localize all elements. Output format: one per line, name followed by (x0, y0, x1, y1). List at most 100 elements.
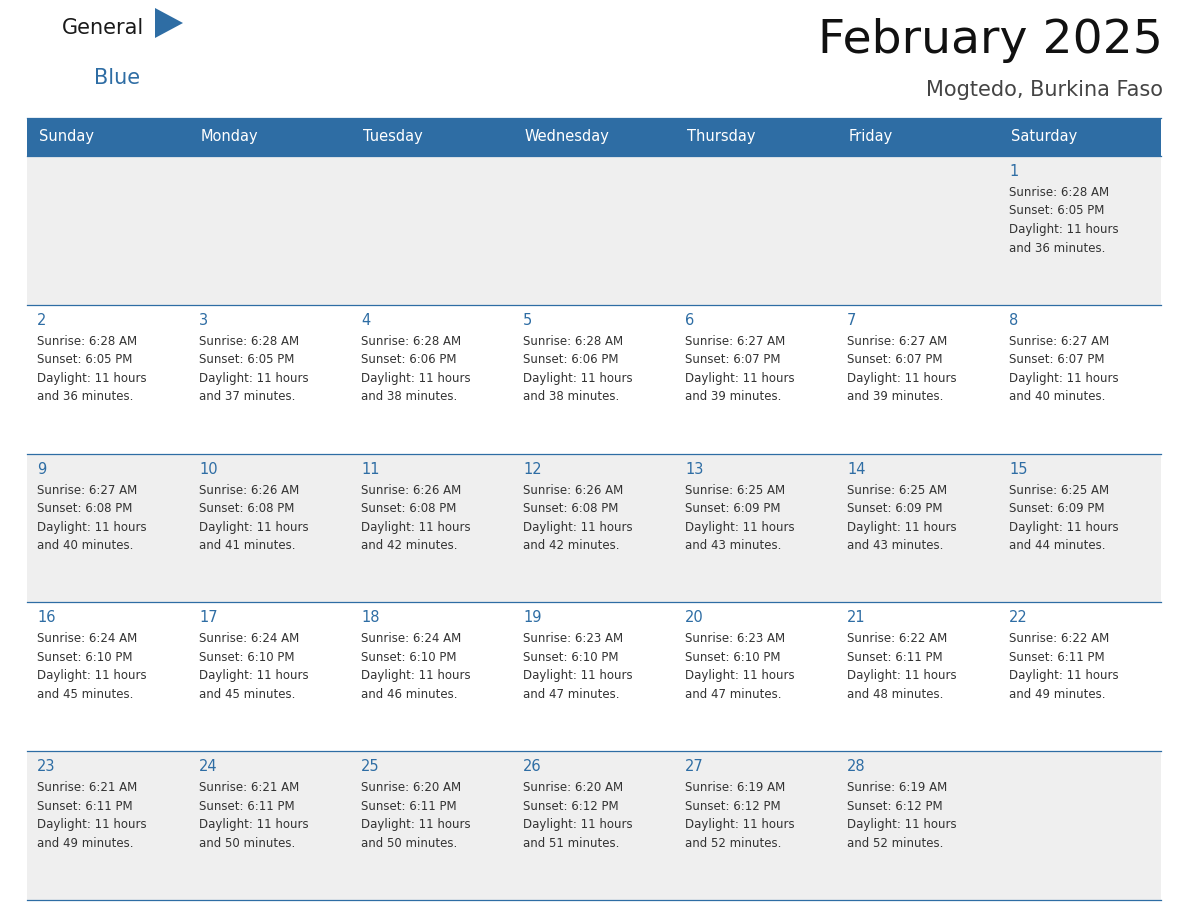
Bar (838, 156, 999, 305)
Bar (675, 602, 838, 751)
Text: Daylight: 11 hours: Daylight: 11 hours (361, 818, 470, 831)
Text: Sunset: 6:12 PM: Sunset: 6:12 PM (685, 800, 781, 812)
Text: Sunset: 6:11 PM: Sunset: 6:11 PM (1009, 651, 1105, 664)
Bar (189, 305, 350, 453)
Text: and 37 minutes.: and 37 minutes. (200, 390, 296, 403)
Bar (675, 751, 838, 900)
Text: Sunset: 6:05 PM: Sunset: 6:05 PM (37, 353, 132, 366)
Bar (999, 453, 1161, 602)
Bar (350, 305, 513, 453)
Text: and 36 minutes.: and 36 minutes. (37, 390, 133, 403)
Text: Sunset: 6:11 PM: Sunset: 6:11 PM (847, 651, 942, 664)
Text: Daylight: 11 hours: Daylight: 11 hours (685, 669, 795, 682)
Text: Tuesday: Tuesday (364, 129, 423, 144)
Text: Sunset: 6:12 PM: Sunset: 6:12 PM (523, 800, 619, 812)
Text: Mogtedo, Burkina Faso: Mogtedo, Burkina Faso (925, 80, 1163, 100)
Text: Sunset: 6:10 PM: Sunset: 6:10 PM (200, 651, 295, 664)
Text: and 49 minutes.: and 49 minutes. (1009, 688, 1106, 701)
Text: Daylight: 11 hours: Daylight: 11 hours (1009, 223, 1119, 236)
Text: 9: 9 (37, 462, 46, 476)
Bar (675, 305, 838, 453)
Text: 19: 19 (523, 610, 542, 625)
Bar (675, 156, 838, 305)
Text: Sunset: 6:09 PM: Sunset: 6:09 PM (685, 502, 781, 515)
Text: and 41 minutes.: and 41 minutes. (200, 539, 296, 552)
Text: Sunrise: 6:25 AM: Sunrise: 6:25 AM (847, 484, 947, 497)
Polygon shape (154, 8, 183, 38)
Text: Daylight: 11 hours: Daylight: 11 hours (685, 521, 795, 533)
Text: 15: 15 (1009, 462, 1028, 476)
Bar (350, 453, 513, 602)
Text: Sunrise: 6:22 AM: Sunrise: 6:22 AM (1009, 633, 1110, 645)
Text: and 42 minutes.: and 42 minutes. (361, 539, 457, 552)
Text: Sunrise: 6:19 AM: Sunrise: 6:19 AM (685, 781, 785, 794)
Text: Daylight: 11 hours: Daylight: 11 hours (685, 372, 795, 385)
Text: Daylight: 11 hours: Daylight: 11 hours (200, 669, 309, 682)
Text: Sunset: 6:06 PM: Sunset: 6:06 PM (361, 353, 456, 366)
Text: 21: 21 (847, 610, 866, 625)
Text: Sunrise: 6:23 AM: Sunrise: 6:23 AM (685, 633, 785, 645)
Bar (350, 751, 513, 900)
Text: Monday: Monday (201, 129, 259, 144)
Bar (189, 453, 350, 602)
Text: Wednesday: Wednesday (525, 129, 609, 144)
Text: and 50 minutes.: and 50 minutes. (361, 836, 457, 850)
Text: Daylight: 11 hours: Daylight: 11 hours (1009, 521, 1119, 533)
Text: Sunset: 6:07 PM: Sunset: 6:07 PM (847, 353, 942, 366)
Bar (350, 602, 513, 751)
Text: Sunrise: 6:26 AM: Sunrise: 6:26 AM (523, 484, 624, 497)
Text: Sunrise: 6:22 AM: Sunrise: 6:22 AM (847, 633, 947, 645)
Text: and 46 minutes.: and 46 minutes. (361, 688, 457, 701)
Text: and 50 minutes.: and 50 minutes. (200, 836, 296, 850)
Text: 20: 20 (685, 610, 703, 625)
Text: Daylight: 11 hours: Daylight: 11 hours (523, 818, 633, 831)
Text: and 52 minutes.: and 52 minutes. (847, 836, 943, 850)
Text: Daylight: 11 hours: Daylight: 11 hours (1009, 669, 1119, 682)
Text: Sunday: Sunday (39, 129, 94, 144)
Text: and 42 minutes.: and 42 minutes. (523, 539, 619, 552)
Text: Daylight: 11 hours: Daylight: 11 hours (523, 669, 633, 682)
Text: 7: 7 (847, 313, 857, 328)
Text: and 43 minutes.: and 43 minutes. (847, 539, 943, 552)
Bar (27, 453, 189, 602)
Bar (838, 751, 999, 900)
Text: Sunset: 6:08 PM: Sunset: 6:08 PM (523, 502, 619, 515)
Text: Sunrise: 6:28 AM: Sunrise: 6:28 AM (361, 335, 461, 348)
Text: Sunrise: 6:24 AM: Sunrise: 6:24 AM (361, 633, 461, 645)
Text: and 36 minutes.: and 36 minutes. (1009, 241, 1105, 254)
Text: General: General (62, 18, 144, 38)
Text: Thursday: Thursday (687, 129, 756, 144)
Text: Sunset: 6:05 PM: Sunset: 6:05 PM (1009, 205, 1105, 218)
Text: Daylight: 11 hours: Daylight: 11 hours (361, 669, 470, 682)
Text: Sunrise: 6:23 AM: Sunrise: 6:23 AM (523, 633, 624, 645)
Text: Sunrise: 6:28 AM: Sunrise: 6:28 AM (1009, 186, 1110, 199)
Text: Daylight: 11 hours: Daylight: 11 hours (200, 521, 309, 533)
Text: Sunrise: 6:27 AM: Sunrise: 6:27 AM (1009, 335, 1110, 348)
Bar (999, 305, 1161, 453)
Bar (350, 156, 513, 305)
Text: Daylight: 11 hours: Daylight: 11 hours (361, 521, 470, 533)
Text: Sunset: 6:08 PM: Sunset: 6:08 PM (200, 502, 295, 515)
Text: 8: 8 (1009, 313, 1018, 328)
Bar (189, 751, 350, 900)
Text: Daylight: 11 hours: Daylight: 11 hours (361, 372, 470, 385)
Text: Sunrise: 6:20 AM: Sunrise: 6:20 AM (361, 781, 461, 794)
Text: Daylight: 11 hours: Daylight: 11 hours (37, 818, 146, 831)
Text: 1: 1 (1009, 164, 1018, 179)
Text: Daylight: 11 hours: Daylight: 11 hours (685, 818, 795, 831)
Text: 11: 11 (361, 462, 379, 476)
Text: 12: 12 (523, 462, 542, 476)
Text: 10: 10 (200, 462, 217, 476)
Text: Daylight: 11 hours: Daylight: 11 hours (37, 521, 146, 533)
Text: Sunrise: 6:25 AM: Sunrise: 6:25 AM (1009, 484, 1110, 497)
Bar (513, 305, 675, 453)
Text: Sunrise: 6:21 AM: Sunrise: 6:21 AM (200, 781, 299, 794)
Text: Sunset: 6:11 PM: Sunset: 6:11 PM (200, 800, 295, 812)
Bar (27, 602, 189, 751)
Text: 4: 4 (361, 313, 371, 328)
Text: Sunset: 6:07 PM: Sunset: 6:07 PM (1009, 353, 1105, 366)
Text: and 45 minutes.: and 45 minutes. (37, 688, 133, 701)
Text: Sunset: 6:11 PM: Sunset: 6:11 PM (361, 800, 456, 812)
Text: and 40 minutes.: and 40 minutes. (37, 539, 133, 552)
Text: Sunset: 6:10 PM: Sunset: 6:10 PM (361, 651, 456, 664)
